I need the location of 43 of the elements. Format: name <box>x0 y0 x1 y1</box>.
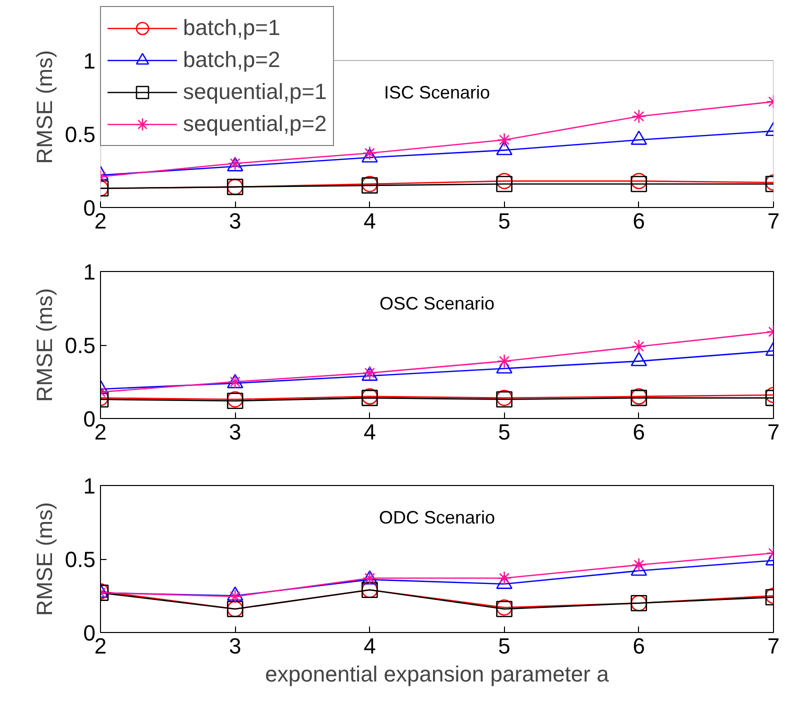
y-tick-label: 1 <box>83 260 96 284</box>
x-axis-title: exponential expansion parameter a <box>265 662 610 686</box>
x-tick-label: 2 <box>94 208 107 234</box>
x-tick-label: 4 <box>364 420 376 444</box>
x-tick-label: 5 <box>498 420 510 444</box>
y-axis-title: RMSE (ms) <box>32 288 57 402</box>
x-tick-label: 3 <box>228 420 242 444</box>
y-tick-label: 0.5 <box>64 333 96 358</box>
x-tick-label: 5 <box>498 634 510 658</box>
point <box>362 146 377 160</box>
text: ODC Scenario <box>378 508 496 528</box>
x-tick-label: 2 <box>94 420 107 444</box>
legend-label: batch,p=2 <box>183 47 280 73</box>
x-tick-label: 5 <box>498 208 510 234</box>
x-tick-label: 3 <box>228 634 242 658</box>
legend-label: sequential,p=1 <box>183 79 327 105</box>
x-tick-label: 3 <box>228 208 242 234</box>
x-tick-label: 2 <box>94 634 107 658</box>
y-axis-title: RMSE (ms) <box>32 50 57 164</box>
y-tick-label: 1 <box>83 474 96 498</box>
x-tick-label: 6 <box>632 634 646 658</box>
y-tick-label: 0 <box>83 620 96 646</box>
point <box>497 132 512 148</box>
text: ISC Scenario <box>384 82 490 102</box>
x-tick-label: 7 <box>767 420 780 444</box>
legend-label: sequential,p=2 <box>183 111 327 137</box>
point <box>496 176 512 192</box>
point <box>497 354 512 368</box>
y-tick-label: 0.5 <box>64 547 96 572</box>
x-tick-label: 4 <box>364 208 376 234</box>
x-tick-label: 4 <box>364 634 376 658</box>
y-tick-label: 0 <box>83 406 96 432</box>
y-axis-title: RMSE (ms) <box>32 502 57 616</box>
x-tick-label: 6 <box>632 208 646 234</box>
point <box>497 570 512 586</box>
x-tick-label: 7 <box>767 634 780 658</box>
x-tick-label: 7 <box>767 208 780 234</box>
y-tick-label: 0.5 <box>64 122 96 147</box>
legend-label: batch,p=1 <box>183 15 280 41</box>
x-tick-label: 6 <box>632 420 646 444</box>
y-tick-label: 0 <box>83 196 96 220</box>
y-tick-label: 1 <box>83 48 96 74</box>
text: OSC Scenario <box>379 294 495 314</box>
